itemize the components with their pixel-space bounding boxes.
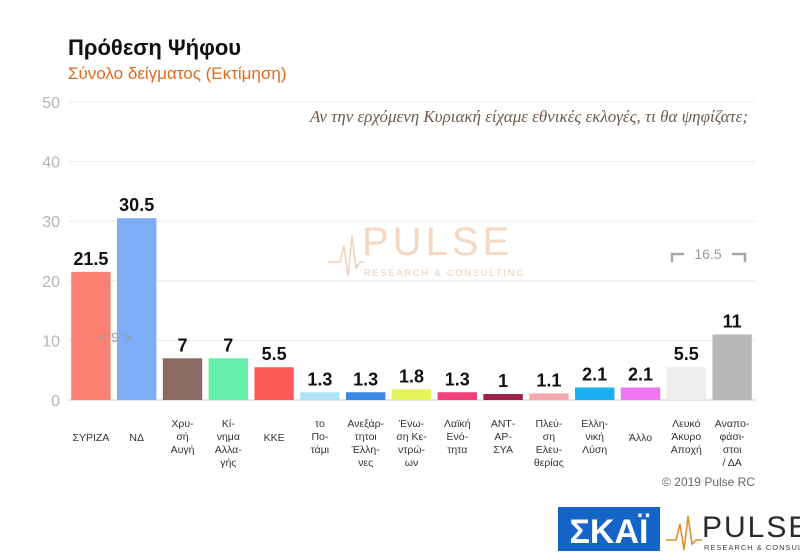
chart-subtitle: Σύνολο δείγματος (Εκτίμηση) xyxy=(68,64,287,83)
bar xyxy=(71,271,111,400)
category-label: Χρυ-σή Αυγή xyxy=(171,418,195,456)
copyright: © 2019 Pulse RC xyxy=(662,475,755,489)
pulse-logo: PULSE RESEARCH & CONSULTING xyxy=(666,511,800,552)
category-label: ΝΔ xyxy=(129,432,144,444)
bracket-annotation: 16.5 xyxy=(670,246,747,262)
category-label: ΚΚΕ xyxy=(264,432,285,444)
bar-value-label: 7 xyxy=(223,335,233,355)
y-axis: 0 10 20 30 40 50 xyxy=(42,95,60,410)
bracket-label: 16.5 xyxy=(694,246,721,262)
bar xyxy=(300,392,340,400)
bar xyxy=(483,394,523,400)
bar-value-label: 5.5 xyxy=(262,344,287,364)
y-tick-label: 50 xyxy=(42,95,60,112)
bar xyxy=(529,393,569,400)
watermark-tagline: RESEARCH & CONSULTING xyxy=(364,268,525,278)
bar-value-label: 1.3 xyxy=(353,369,378,389)
pulse-watermark: PULSE RESEARCH & CONSULTING xyxy=(328,220,525,278)
category-label: το Πο-τάμι xyxy=(311,418,330,456)
pulse-logo-text: PULSE xyxy=(702,511,800,544)
category-label: Κί-νημα Αλλα-γής xyxy=(215,418,242,469)
category-label: Ανεξάρ-τητοι Έλλη-νες xyxy=(347,418,384,469)
bar-value-label: 1.8 xyxy=(399,366,424,386)
bar-value-label: 1 xyxy=(498,371,508,391)
y-tick-label: 0 xyxy=(51,393,60,410)
bar xyxy=(346,392,386,400)
bar-value-label: 30.5 xyxy=(119,195,154,215)
bar xyxy=(391,389,432,400)
category-label: Ένω-ση Κε-ντρώ-ων xyxy=(396,418,427,469)
bar xyxy=(666,367,706,400)
bar xyxy=(712,334,752,400)
gap-annotation: < 9 > xyxy=(99,329,131,345)
value-labels: 21.5 30.5 7 7 5.5 1.3 1.3 1.8 1.3 1 1.1 2.1 2.1 5.5 11 xyxy=(73,195,741,391)
bar xyxy=(437,392,477,400)
bar xyxy=(620,387,661,400)
category-label: Λευκό Άκυρο Αποχή xyxy=(671,418,702,456)
category-label: ΣΥΡΙΖΑ xyxy=(72,432,109,444)
bar-value-label: 1.1 xyxy=(536,370,561,390)
y-tick-label: 10 xyxy=(42,333,60,350)
watermark-pulse-icon xyxy=(328,235,364,277)
y-tick-label: 40 xyxy=(42,155,60,172)
survey-question: Αν την ερχόμενη Κυριακή είχαμε εθνικές ε… xyxy=(309,107,748,126)
bar-value-label: 2.1 xyxy=(628,364,653,384)
y-tick-label: 30 xyxy=(42,214,60,231)
category-label: Άλλο xyxy=(629,432,652,444)
bar-value-label: 2.1 xyxy=(582,364,607,384)
pulse-logo-icon xyxy=(666,515,702,551)
bar-value-label: 7 xyxy=(177,335,187,355)
chart-title: Πρόθεση Ψήφου xyxy=(68,35,241,60)
bar-value-label: 5.5 xyxy=(674,344,699,364)
bracket-left xyxy=(670,252,684,262)
bar-value-label: 11 xyxy=(723,311,742,331)
category-label: ΑΝΤ-ΑΡ-ΣΥΑ xyxy=(491,418,516,456)
bar-value-label: 1.3 xyxy=(445,369,470,389)
watermark-name: PULSE xyxy=(362,220,513,264)
category-label: Ελλη-νική Λύση xyxy=(581,418,608,456)
bar-value-label: 1.3 xyxy=(307,369,332,389)
bracket-right xyxy=(732,252,747,262)
y-tick-label: 20 xyxy=(42,274,60,291)
bar xyxy=(208,358,248,400)
bar xyxy=(575,387,615,400)
bar xyxy=(162,358,203,400)
category-label: Λαϊκή Ενό-τητα xyxy=(444,418,471,456)
bar-value-label: 21.5 xyxy=(73,249,108,269)
bar xyxy=(254,367,294,400)
skai-logo-text: ΣΚΑΪ xyxy=(570,513,651,551)
category-labels: ΣΥΡΙΖΑ ΝΔ Χρυ-σή Αυγή Κί-νημα Αλλα-γής ΚΚΕ το Πο… xyxy=(72,418,749,469)
category-label: Αναπο-φάσι-στοι / ΔΑ xyxy=(715,418,750,469)
bar xyxy=(117,218,157,400)
pulse-logo-tagline: RESEARCH & CONSULTING xyxy=(704,543,800,552)
skai-logo: ΣΚΑΪ xyxy=(558,507,660,551)
skai-logo-background xyxy=(558,507,660,551)
category-label: Πλεύ-ση Ελευ-θερίας xyxy=(534,418,564,469)
bars xyxy=(71,218,752,400)
